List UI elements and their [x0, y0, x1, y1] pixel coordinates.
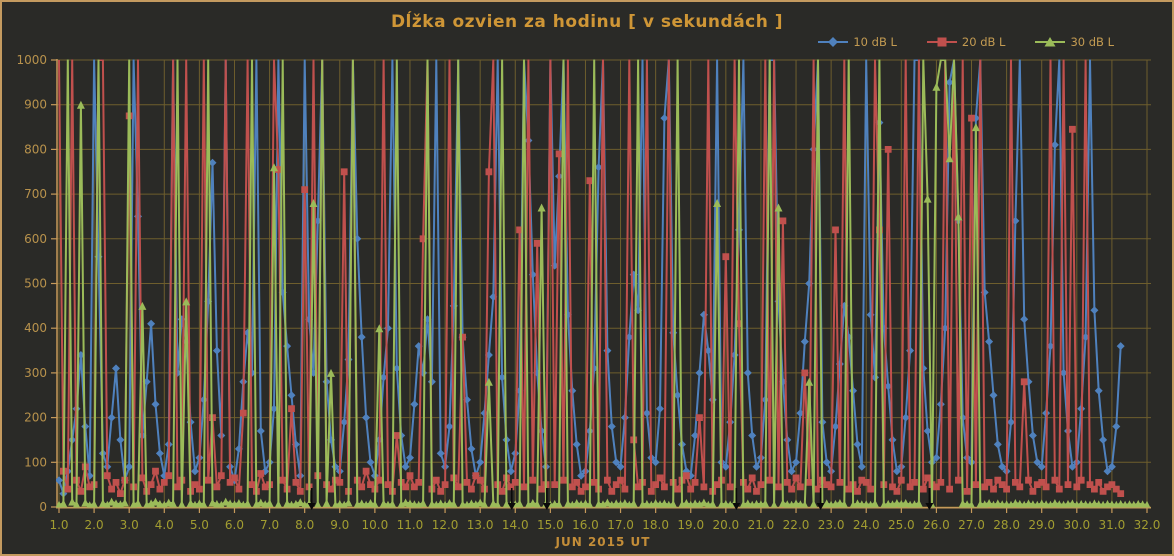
x-tick-label: 29.0	[1028, 518, 1055, 532]
x-tick-label: 24.0	[853, 518, 880, 532]
x-tick-label: 5.0	[190, 518, 209, 532]
y-tick-label: 500	[24, 277, 47, 291]
x-tick-label: 25.0	[888, 518, 915, 532]
x-tick-label: 30.0	[1063, 518, 1090, 532]
y-tick-label: 400	[24, 321, 47, 335]
legend-item-20db[interactable]: 20 dB L	[926, 35, 1006, 49]
x-tick-label: 21.0	[748, 518, 775, 532]
x-tick-label: 3.0	[120, 518, 139, 532]
x-tick-label: 12.0	[432, 518, 459, 532]
legend-label-10db: 10 dB L	[853, 35, 897, 49]
black-event-marker-head	[816, 503, 825, 510]
x-tick-label: 28.0	[993, 518, 1020, 532]
black-event-marker-head	[925, 503, 934, 510]
y-tick-label: 100	[24, 455, 47, 469]
x-tick-label: 18.0	[642, 518, 669, 532]
x-axis-title: JUN 2015 UT	[555, 535, 651, 549]
legend-item-10db[interactable]: 10 dB L	[818, 35, 897, 49]
y-tick-label: 800	[24, 142, 47, 156]
black-event-marker-head	[542, 503, 551, 510]
y-tick-label: 700	[24, 187, 47, 201]
x-tick-label: 2.0	[85, 518, 104, 532]
diamond-icon	[818, 37, 849, 47]
x-tick-label: 9.0	[330, 518, 349, 532]
x-tick-label: 31.0	[1099, 518, 1126, 532]
x-tick-label: 7.0	[260, 518, 279, 532]
y-tick-label: 600	[24, 232, 47, 246]
x-tick-label: 22.0	[783, 518, 810, 532]
x-tick-label: 11.0	[397, 518, 424, 532]
y-tick-label: 900	[24, 98, 47, 112]
legend-item-30db[interactable]: 30 dB L	[1035, 35, 1114, 49]
x-tick-label: 1.0	[49, 518, 68, 532]
black-event-marker-head	[307, 503, 316, 510]
legend-label-30db: 30 dB L	[1070, 35, 1114, 49]
y-tick-label: 300	[24, 366, 47, 380]
black-event-marker-head	[507, 503, 516, 510]
x-tick-label: 14.0	[502, 518, 529, 532]
x-tick-label: 15.0	[537, 518, 564, 532]
x-tick-label: 32.0	[1134, 518, 1161, 532]
square-icon	[926, 37, 957, 47]
legend: 10 dB L 20 dB L 30 dB L	[818, 35, 1114, 49]
x-tick-label: 8.0	[295, 518, 314, 532]
x-tick-label: 19.0	[677, 518, 704, 532]
x-tick-label: 27.0	[958, 518, 985, 532]
y-tick-label: 1000	[16, 53, 47, 67]
legend-label-20db: 20 dB L	[961, 35, 1006, 49]
x-tick-label: 23.0	[818, 518, 845, 532]
triangle-icon	[1035, 37, 1066, 47]
x-tick-label: 13.0	[467, 518, 494, 532]
x-tick-label: 4.0	[155, 518, 174, 532]
x-tick-label: 17.0	[607, 518, 634, 532]
x-tick-label: 16.0	[572, 518, 599, 532]
x-tick-label: 26.0	[923, 518, 950, 532]
black-event-marker-head	[732, 503, 741, 510]
y-tick-label: 200	[24, 411, 47, 425]
x-tick-label: 10.0	[362, 518, 389, 532]
chart-title: Dĺžka ozvien za hodinu [ v sekundách ]	[390, 12, 784, 32]
y-tick-label: 0	[39, 500, 47, 514]
x-tick-label: 20.0	[712, 518, 739, 532]
x-tick-label: 6.0	[225, 518, 244, 532]
